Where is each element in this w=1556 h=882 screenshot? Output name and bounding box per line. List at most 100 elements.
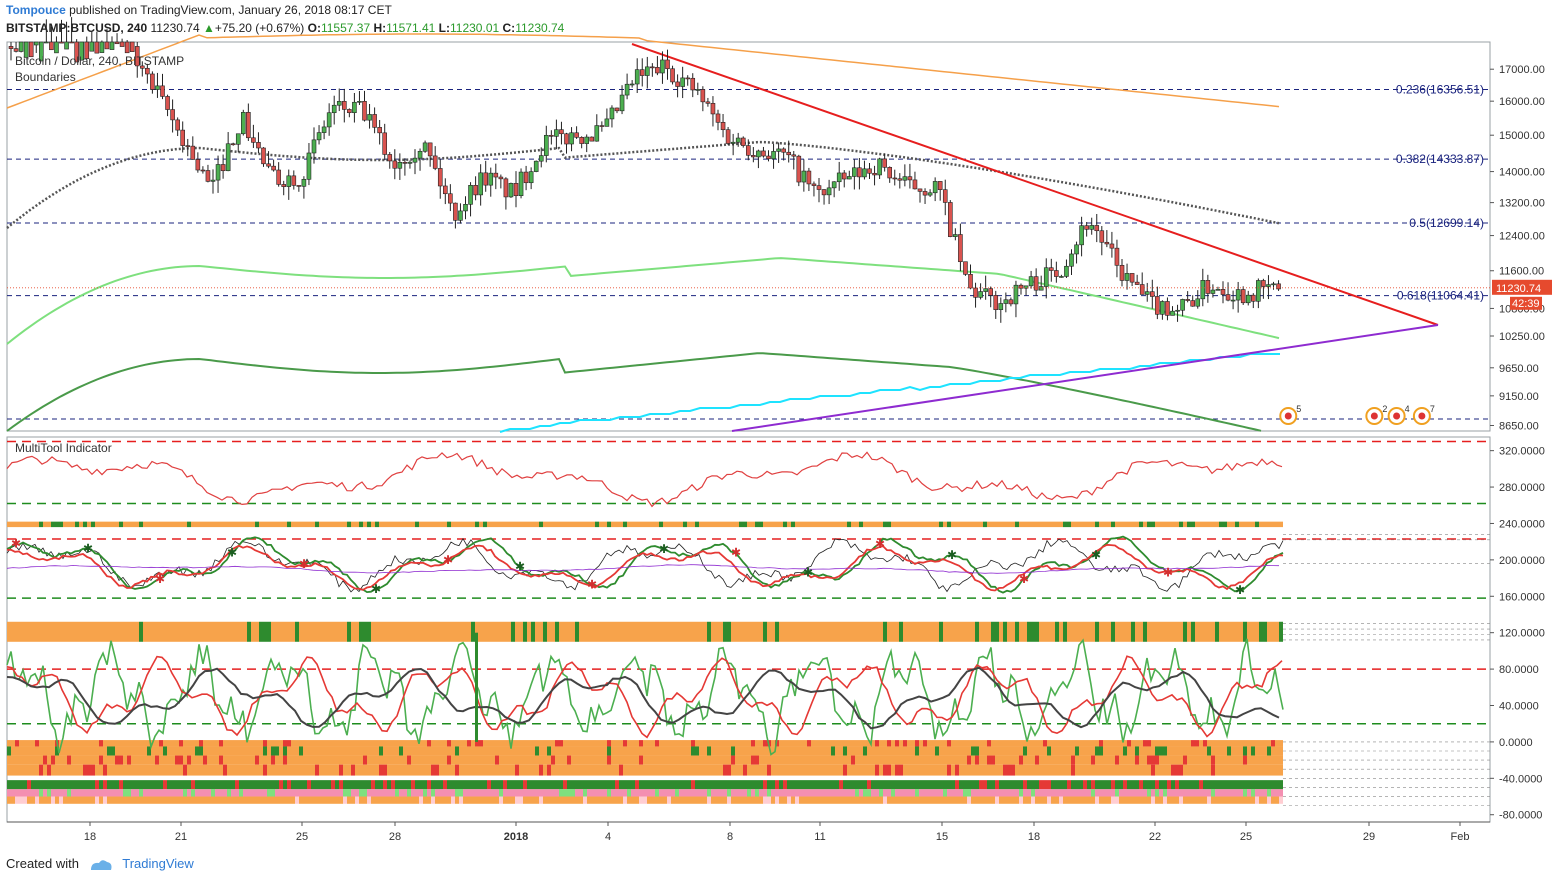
band-row-6: [1179, 796, 1183, 804]
band-row-1: [175, 746, 179, 756]
band-orange-240: [747, 521, 751, 528]
band-orange-240: [71, 521, 75, 528]
band-row-6: [707, 796, 711, 804]
candle-down: [715, 113, 721, 123]
band-row-5: [27, 789, 31, 797]
candle-down: [291, 175, 297, 186]
band-row-2: [31, 755, 35, 765]
band-orange-120: [1163, 621, 1167, 642]
band-row-4: [255, 780, 259, 790]
band-row-2: [591, 755, 595, 765]
band-row-1: [1039, 746, 1043, 756]
band-row-5: [683, 789, 687, 797]
band-orange-120: [1255, 621, 1259, 642]
band-row-1: [187, 746, 191, 756]
band-row-2: [1119, 755, 1123, 765]
band-row-5: [563, 789, 567, 797]
band-orange-120: [735, 621, 739, 642]
band-row-0: [163, 740, 167, 747]
candle-up: [321, 126, 327, 133]
band-orange-120: [1167, 621, 1171, 642]
band-row-5: [1095, 789, 1099, 797]
band-row-1: [1183, 746, 1187, 756]
candle-down: [382, 132, 388, 155]
band-row-5: [375, 789, 379, 797]
band-row-3: [407, 764, 411, 776]
band-row-0: [575, 740, 579, 747]
band-orange-240: [75, 521, 79, 528]
candle-up: [594, 125, 600, 142]
band-row-3: [1195, 764, 1199, 776]
band-orange-240: [127, 521, 131, 528]
band-row-6: [947, 796, 951, 804]
candle-down: [867, 168, 872, 174]
band-orange-120: [127, 621, 131, 642]
band-row-4: [647, 780, 651, 790]
author-link[interactable]: Tompouce: [6, 3, 66, 17]
band-row-3: [323, 764, 327, 776]
band-row-0: [275, 740, 279, 747]
band-row-1: [523, 746, 527, 756]
band-row-5: [91, 789, 95, 797]
band-row-2: [235, 755, 239, 765]
band-row-3: [7, 764, 11, 776]
band-row-2: [523, 755, 527, 765]
band-row-3: [607, 764, 611, 776]
band-orange-120: [1039, 621, 1043, 642]
band-row-0: [943, 740, 947, 747]
band-row-3: [1223, 764, 1227, 776]
band-row-6: [339, 796, 343, 804]
band-row-6: [1211, 796, 1215, 804]
band-orange-120: [167, 621, 171, 642]
band-row-2: [1155, 755, 1159, 765]
candle-down: [145, 67, 150, 75]
band-orange-240: [1179, 521, 1183, 528]
band-row-2: [863, 755, 867, 765]
band-row-3: [663, 764, 667, 776]
band-row-4: [671, 780, 675, 790]
band-row-0: [491, 740, 495, 747]
band-orange-120: [511, 621, 515, 642]
band-row-6: [1207, 796, 1211, 804]
band-row-3: [499, 764, 503, 776]
candle-up: [1160, 301, 1165, 315]
band-row-3: [959, 764, 963, 776]
band-row-1: [223, 746, 227, 756]
band-orange-120: [307, 621, 311, 642]
band-row-0: [791, 740, 795, 747]
band-orange-120: [1011, 621, 1015, 642]
band-row-3: [643, 764, 647, 776]
band-row-5: [835, 789, 839, 797]
band-orange-240: [343, 521, 347, 528]
band-row-0: [107, 740, 111, 747]
band-row-5: [1091, 789, 1095, 797]
candle-up: [801, 170, 807, 183]
band-row-2: [1147, 755, 1151, 765]
band-row-4: [519, 780, 523, 790]
band-row-5: [603, 789, 607, 797]
band-orange-240: [287, 521, 291, 528]
band-row-4: [47, 780, 51, 790]
band-row-4: [895, 780, 899, 790]
band-orange-120: [227, 621, 231, 642]
band-row-6: [19, 796, 23, 804]
band-orange-240: [1191, 521, 1195, 528]
band-row-3: [1271, 764, 1275, 776]
band-row-0: [235, 740, 239, 747]
band-row-4: [139, 780, 143, 790]
band-row-5: [911, 789, 915, 797]
band-orange-120: [27, 621, 31, 642]
band-orange-240: [139, 521, 143, 528]
band-row-3: [79, 764, 83, 776]
tradingview-link[interactable]: TradingView: [122, 856, 194, 871]
candle-up: [695, 89, 701, 91]
band-row-4: [1255, 780, 1259, 790]
band-row-0: [291, 740, 295, 747]
band-row-4: [167, 780, 171, 790]
resistance-trendline: [631, 43, 1439, 326]
band-row-6: [443, 796, 447, 804]
band-row-0: [715, 740, 719, 747]
band-row-4: [879, 780, 883, 790]
band-row-3: [999, 764, 1003, 776]
